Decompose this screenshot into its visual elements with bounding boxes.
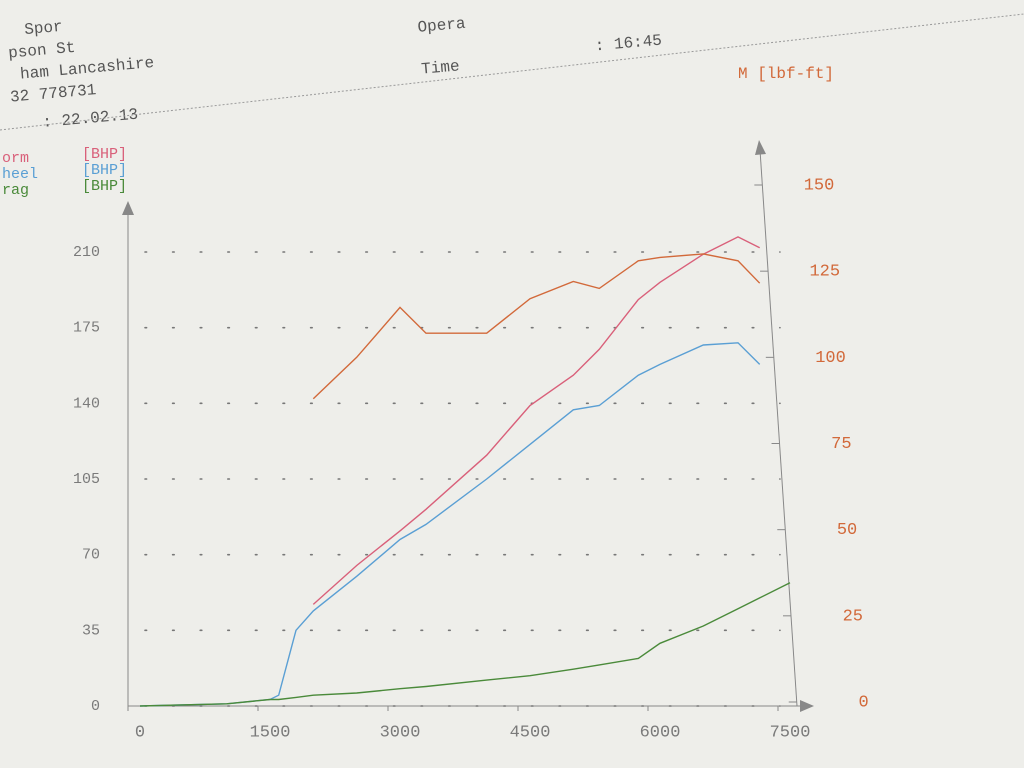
y2-arrow — [755, 140, 766, 155]
series-line — [312, 253, 761, 400]
legend-name: rag — [2, 182, 29, 199]
y2-tick-label: 25 — [843, 607, 863, 626]
x-tick-label: 4500 — [510, 723, 551, 742]
y-arrow — [122, 201, 134, 215]
time-value: : 16:45 — [594, 32, 663, 56]
y-tick-label: 175 — [73, 320, 100, 337]
y2-tick-label: 75 — [831, 435, 851, 454]
y-tick-label: 140 — [73, 395, 100, 412]
x-tick-label: 6000 — [640, 723, 681, 742]
series-line — [139, 582, 791, 707]
y2-tick-label: 0 — [859, 693, 869, 712]
y2-tick-label: 50 — [837, 521, 857, 540]
x-tick-label: 1500 — [250, 723, 291, 742]
x-tick-label: 3000 — [380, 723, 421, 742]
header-line: : 22.02.13 — [42, 106, 139, 132]
y-tick-label: 0 — [91, 698, 100, 715]
y-tick-label: 105 — [73, 471, 100, 488]
x-tick-label: 0 — [135, 723, 145, 742]
time-label: Time — [421, 57, 461, 78]
x-tick-label: 7500 — [770, 723, 811, 742]
header: Spor pson St ham Lancashire 32 778731 : … — [8, 15, 663, 132]
y-tick-label: 35 — [82, 622, 100, 639]
series-line — [312, 236, 761, 605]
operator-label: Opera — [417, 15, 467, 37]
y2-axis-label: M [lbf-ft] — [738, 65, 834, 83]
legend-name: orm — [2, 150, 29, 167]
header-line: 32 778731 — [9, 81, 97, 106]
legend-name: heel — [2, 166, 38, 183]
y-tick-label: 210 — [73, 244, 100, 261]
legend-unit: [BHP] — [82, 162, 127, 179]
y2-tick-label: 125 — [809, 263, 840, 282]
y2-tick-label: 150 — [804, 176, 835, 195]
legend-unit: [BHP] — [82, 178, 127, 195]
legend-unit: [BHP] — [82, 146, 127, 163]
y2-axis — [759, 149, 798, 707]
y-tick-label: 70 — [82, 547, 100, 564]
y2-tick-label: 100 — [815, 349, 846, 368]
series-line — [139, 342, 761, 707]
x-arrow — [800, 700, 814, 712]
header-line: pson St — [8, 39, 77, 63]
header-line: Spor — [24, 18, 64, 39]
